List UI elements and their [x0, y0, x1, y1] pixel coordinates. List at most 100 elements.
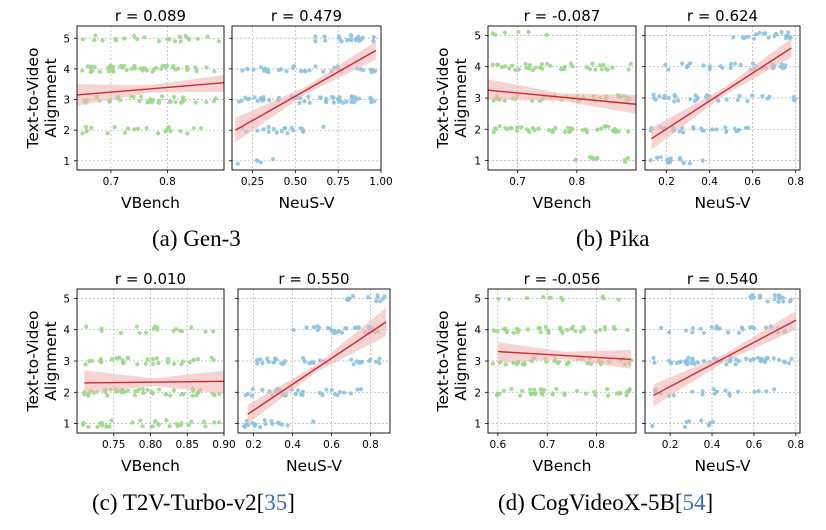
data-point [240, 68, 245, 73]
data-point [698, 326, 703, 331]
data-point [668, 156, 673, 161]
data-point [99, 359, 104, 365]
data-point [598, 327, 603, 332]
data-point [516, 67, 522, 72]
data-point [271, 126, 276, 132]
data-point [736, 359, 741, 364]
data-point [119, 330, 124, 336]
data-point [211, 358, 216, 363]
data-point [593, 329, 598, 334]
data-point [771, 356, 776, 361]
data-point [529, 391, 534, 396]
data-point [178, 423, 183, 428]
data-point [659, 325, 664, 330]
data-point [590, 155, 595, 160]
data-point [700, 389, 705, 394]
data-point [599, 126, 604, 131]
data-point [772, 293, 778, 298]
data-point [538, 330, 543, 335]
caption-d: (d) CogVideoX-5B[54] [498, 490, 714, 515]
data-point [250, 386, 255, 392]
data-point [106, 69, 112, 74]
data-point [111, 69, 116, 74]
data-point [283, 126, 288, 131]
data-point [373, 359, 379, 364]
data-point [723, 125, 728, 130]
data-point [168, 393, 173, 398]
subplot-d-neus-v: r = 0.540 0.2 0.4 0.6 0.8 NeuS-V [642, 270, 804, 475]
y-tick-label: 2 [474, 387, 481, 399]
data-point [551, 128, 556, 133]
data-point [99, 328, 104, 334]
data-point [677, 156, 682, 161]
data-point [355, 325, 360, 330]
data-point [291, 128, 296, 133]
y-tick-label: 4 [474, 62, 481, 74]
data-point [166, 360, 171, 365]
data-point [300, 392, 305, 398]
data-point [160, 94, 165, 99]
data-point [789, 356, 794, 361]
data-point [196, 357, 201, 362]
data-point [622, 158, 627, 163]
data-point [513, 67, 518, 72]
regression-line [497, 350, 632, 361]
data-point [533, 65, 538, 70]
y-tick-label: 2 [474, 124, 481, 136]
data-point [767, 94, 772, 99]
data-point [114, 356, 119, 361]
data-point [693, 93, 698, 98]
data-point [603, 327, 608, 332]
data-point [746, 125, 751, 130]
data-point [617, 391, 622, 396]
x-tick-label: 0.80 [139, 439, 162, 451]
data-point [153, 419, 158, 424]
data-point [687, 161, 693, 166]
data-point [92, 65, 97, 70]
data-point [323, 38, 328, 43]
data-point [750, 93, 755, 98]
data-point [323, 96, 329, 101]
data-point [519, 125, 524, 130]
data-point [538, 387, 543, 392]
data-point [167, 424, 172, 429]
data-point [255, 98, 260, 103]
data-point [140, 424, 145, 429]
data-point [349, 357, 354, 362]
data-point [266, 129, 271, 134]
y-tick-label: 2 [63, 387, 70, 399]
x-tick-label: 0.6 [746, 439, 763, 451]
data-point [258, 357, 263, 362]
data-point [190, 393, 195, 398]
data-point [260, 387, 265, 392]
data-point [726, 330, 731, 335]
data-point [138, 94, 144, 99]
x-tick-label: 0.85 [176, 439, 199, 451]
data-point [511, 330, 516, 335]
data-point [772, 297, 777, 302]
data-point [752, 36, 757, 41]
data-point [701, 63, 706, 68]
data-point [105, 131, 110, 136]
data-point [704, 93, 710, 98]
data-point [772, 34, 777, 39]
data-point [720, 65, 725, 70]
data-point [134, 324, 140, 329]
data-point [84, 129, 89, 134]
data-point [368, 67, 373, 72]
data-point [255, 361, 260, 366]
data-point [149, 424, 154, 429]
data-point [717, 326, 722, 331]
x-axis-label: VBench [121, 457, 180, 475]
data-point [171, 388, 176, 393]
data-point [179, 362, 184, 367]
data-point [194, 68, 199, 74]
data-point [356, 360, 361, 365]
data-point [145, 387, 150, 392]
x-tick-label: 0.8 [568, 176, 585, 188]
data-point [610, 128, 615, 133]
data-point [313, 39, 318, 44]
citation-35: 35 [264, 490, 288, 515]
data-point [652, 360, 657, 365]
data-point [358, 387, 364, 392]
